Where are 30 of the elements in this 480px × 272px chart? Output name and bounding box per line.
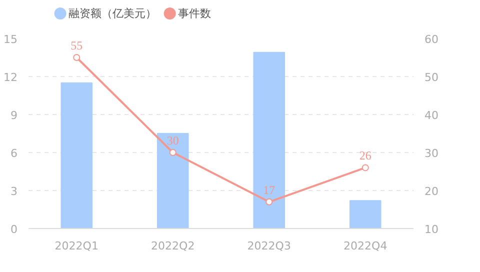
- bar: [60, 82, 93, 228]
- y2-tick-label: 20: [424, 185, 438, 198]
- y2-tick-label: 60: [424, 33, 438, 46]
- y-tick-label: 6: [10, 147, 18, 160]
- y-tick-label: 3: [10, 185, 18, 198]
- data-label: 30: [166, 134, 179, 148]
- data-label: 17: [263, 182, 276, 197]
- x-tick-label: 2022Q3: [247, 240, 291, 252]
- data-label: 55: [70, 38, 83, 52]
- x-tick-label: 2022Q2: [151, 240, 195, 252]
- y-tick-label: 0: [10, 223, 18, 236]
- point: [362, 164, 369, 172]
- y-tick-label: 12: [4, 71, 18, 84]
- y2-tick-label: 10: [424, 223, 438, 236]
- legend-label: 事件数: [178, 7, 211, 20]
- x-tick-label: 2022Q1: [54, 240, 98, 252]
- y-tick-label: 15: [4, 33, 18, 46]
- bar: [253, 52, 286, 228]
- y-tick-label: 9: [10, 109, 18, 122]
- x-tick-label: 2022Q4: [344, 240, 388, 252]
- data-label: 26: [359, 148, 372, 163]
- point: [169, 149, 176, 156]
- legend-label: 融资额（亿美元）: [68, 7, 156, 20]
- y2-tick-label: 50: [424, 71, 438, 84]
- bar: [349, 200, 382, 228]
- point: [266, 198, 273, 206]
- point: [73, 54, 80, 61]
- y2-tick-label: 40: [424, 109, 438, 122]
- bar: [156, 133, 189, 228]
- y2-tick-label: 30: [424, 147, 438, 160]
